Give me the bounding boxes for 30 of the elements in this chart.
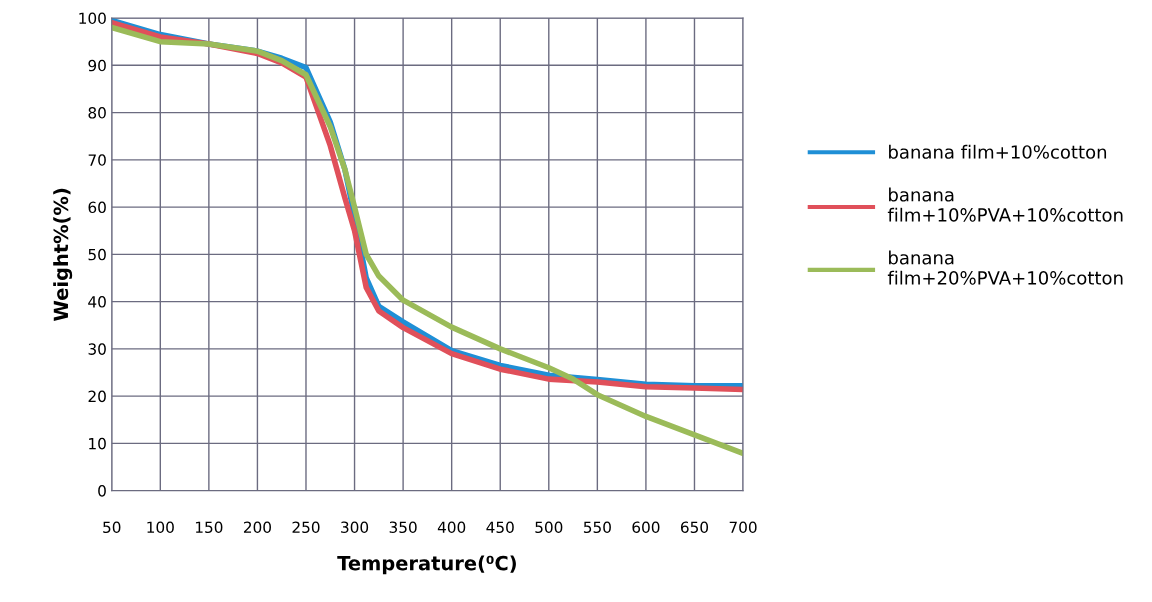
y-tick-label: 10 bbox=[89, 437, 106, 450]
x-tick-label: 350 bbox=[389, 521, 417, 534]
x-tick-label: 300 bbox=[341, 521, 369, 534]
y-tick-label: 80 bbox=[88, 107, 106, 119]
x-tick-label: 150 bbox=[195, 521, 223, 534]
y-axis-title: Weight%(%) bbox=[53, 188, 73, 321]
legend-label: banana film+20%PVA+10%cotton bbox=[887, 250, 1123, 285]
x-tick-label: 100 bbox=[147, 521, 174, 534]
y-tick-label: 70 bbox=[88, 154, 106, 166]
y-tick-label: 30 bbox=[88, 343, 106, 355]
y-tick-label: 0 bbox=[98, 485, 106, 497]
y-tick-label: 40 bbox=[88, 296, 106, 308]
y-tick-label: 90 bbox=[88, 59, 106, 72]
x-tick-label: 550 bbox=[583, 521, 611, 534]
x-axis-title: Temperature(⁰C) bbox=[337, 555, 516, 575]
x-tick-label: 650 bbox=[680, 521, 709, 534]
y-tick-label: 20 bbox=[88, 390, 106, 403]
y-tick-label: 50 bbox=[88, 248, 106, 261]
x-tick-label: 600 bbox=[632, 521, 660, 534]
y-tick-label: 60 bbox=[88, 201, 106, 214]
x-tick-label: 700 bbox=[729, 521, 757, 534]
x-tick-label: 500 bbox=[535, 521, 563, 534]
x-tick-label: 400 bbox=[437, 521, 466, 534]
y-tick-label: 100 bbox=[79, 12, 106, 25]
legend-label: banana film+10%cotton bbox=[889, 144, 1107, 159]
x-tick-label: 50 bbox=[103, 521, 121, 534]
x-tick-label: 200 bbox=[243, 521, 271, 534]
legend-label: banana film+10%PVA+10%cotton bbox=[887, 187, 1123, 222]
x-tick-label: 450 bbox=[486, 521, 514, 534]
x-tick-label: 250 bbox=[292, 521, 320, 534]
